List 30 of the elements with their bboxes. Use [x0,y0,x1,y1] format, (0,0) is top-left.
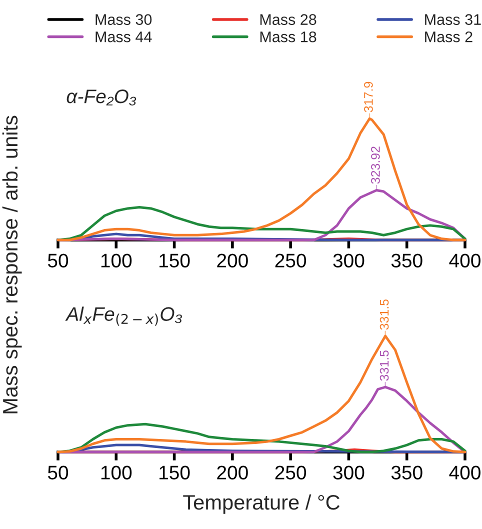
x-tick-label: 300 [333,466,364,480]
annotation: 317.9 [364,82,373,112]
chart-title: Al$_{x}$Fe$_{(2−x)}$O₃ [65,306,182,326]
x-tick-label: 50 [48,254,68,268]
x-tick-label: 200 [217,254,248,268]
x-tick-label: 150 [160,466,190,480]
annotation: 331.5 [380,350,389,381]
x-tick-label: 300 [333,254,364,268]
x-tick-label: 150 [160,254,190,268]
x-tick-label: 350 [391,466,422,480]
annotation: 331.5 [380,299,389,330]
x-tick-label: 350 [391,254,422,268]
annotation: 323.92 [371,146,380,184]
x-tick-label: 400 [449,254,480,268]
chart-title: α-Fe₂O₃ [66,89,136,106]
legend-label: Mass 44 [96,32,152,42]
y-axis-title: Mass spec. response / arb. units [2,116,22,414]
legend-label: Mass 18 [260,31,316,42]
legend-label: Mass 31 [425,14,481,25]
x-tick-label: 250 [275,254,306,268]
x-axis-title: Temperature / °C [183,494,340,514]
x-tick-label: 100 [101,466,132,480]
legend-label: Mass 28 [260,14,316,25]
x-tick-label: 250 [275,466,306,480]
legend-label: Mass 2 [425,31,472,42]
x-tick-label: 400 [449,466,480,480]
legend-label: Mass 30 [96,14,152,25]
x-tick-label: 100 [101,254,132,268]
x-tick-label: 50 [48,466,68,480]
x-tick-label: 200 [217,466,248,480]
